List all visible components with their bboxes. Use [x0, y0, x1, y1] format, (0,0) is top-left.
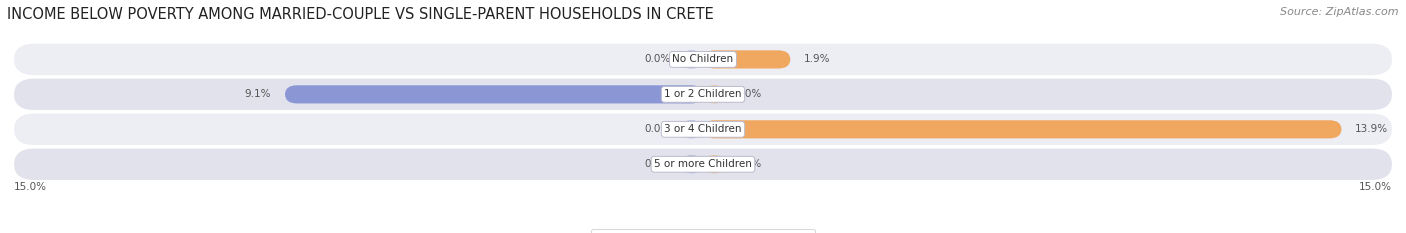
Text: 15.0%: 15.0% [1360, 182, 1392, 192]
FancyBboxPatch shape [703, 120, 1341, 138]
Text: 1 or 2 Children: 1 or 2 Children [664, 89, 742, 99]
FancyBboxPatch shape [14, 44, 1392, 75]
FancyBboxPatch shape [703, 50, 790, 69]
FancyBboxPatch shape [285, 85, 703, 103]
FancyBboxPatch shape [681, 50, 703, 69]
Text: 0.0%: 0.0% [735, 159, 762, 169]
Text: 13.9%: 13.9% [1355, 124, 1388, 134]
Text: 1.9%: 1.9% [804, 55, 831, 64]
Text: 9.1%: 9.1% [245, 89, 271, 99]
FancyBboxPatch shape [14, 149, 1392, 180]
FancyBboxPatch shape [14, 79, 1392, 110]
Legend: Married Couples, Single Parents: Married Couples, Single Parents [591, 229, 815, 233]
Text: 0.0%: 0.0% [644, 159, 671, 169]
FancyBboxPatch shape [703, 85, 725, 103]
Text: 5 or more Children: 5 or more Children [654, 159, 752, 169]
Text: Source: ZipAtlas.com: Source: ZipAtlas.com [1281, 7, 1399, 17]
FancyBboxPatch shape [703, 155, 725, 173]
FancyBboxPatch shape [681, 120, 703, 138]
Text: No Children: No Children [672, 55, 734, 64]
Text: 3 or 4 Children: 3 or 4 Children [664, 124, 742, 134]
Text: 0.0%: 0.0% [644, 55, 671, 64]
Text: 0.0%: 0.0% [644, 124, 671, 134]
FancyBboxPatch shape [681, 155, 703, 173]
Text: 0.0%: 0.0% [735, 89, 762, 99]
Text: INCOME BELOW POVERTY AMONG MARRIED-COUPLE VS SINGLE-PARENT HOUSEHOLDS IN CRETE: INCOME BELOW POVERTY AMONG MARRIED-COUPL… [7, 7, 714, 22]
Text: 15.0%: 15.0% [14, 182, 46, 192]
FancyBboxPatch shape [14, 114, 1392, 145]
